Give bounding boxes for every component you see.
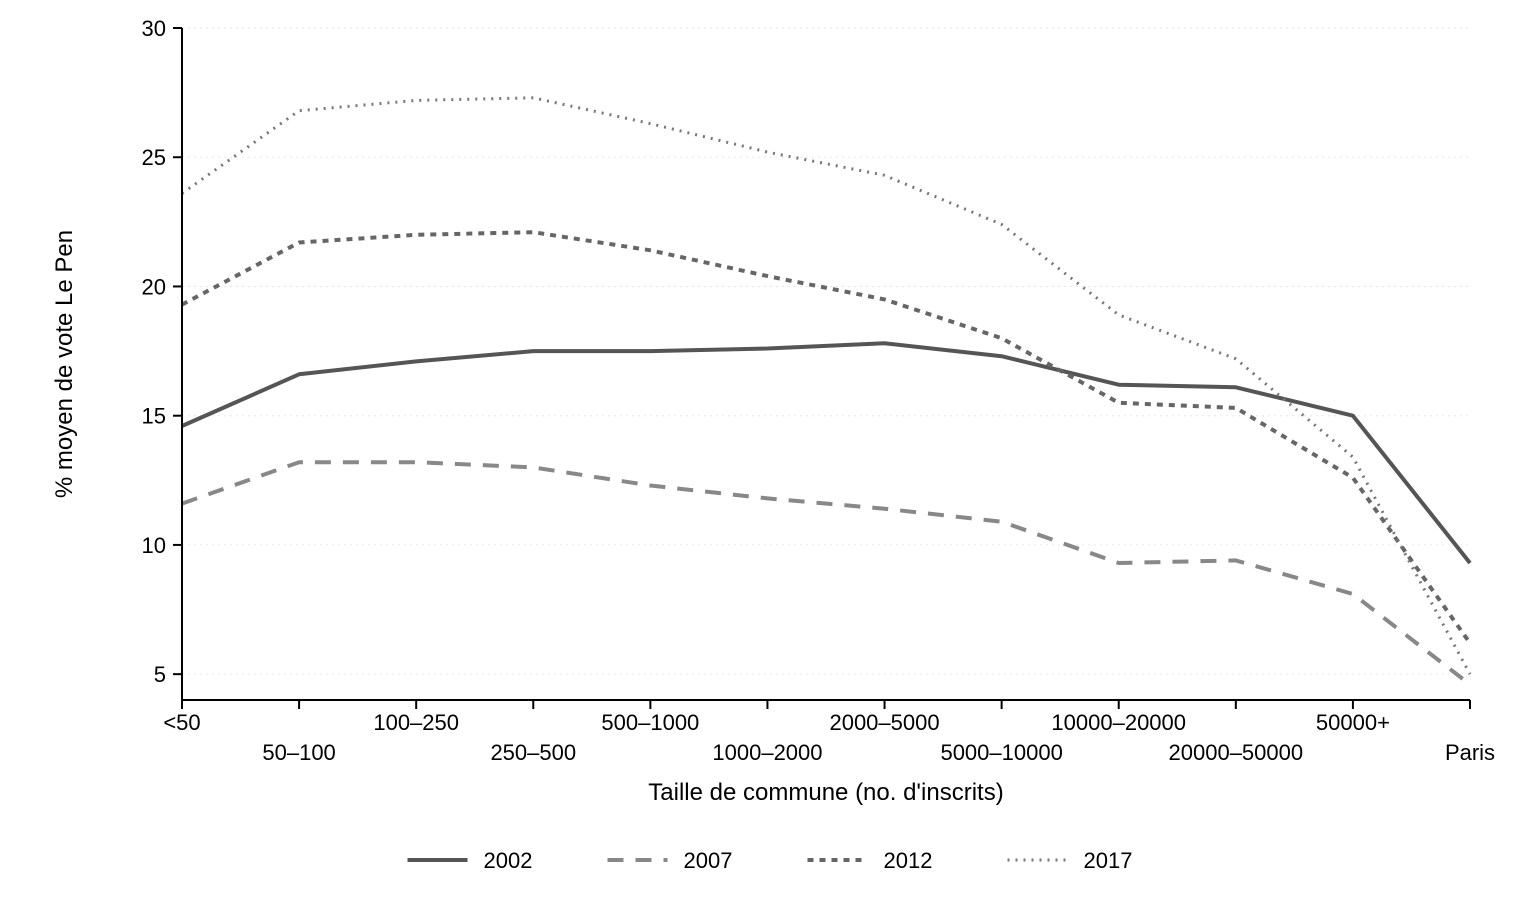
- legend-label-2017: 2017: [1084, 848, 1133, 873]
- y-axis-label: % moyen de vote Le Pen: [51, 230, 78, 498]
- y-tick-label: 25: [142, 145, 166, 170]
- legend-label-2012: 2012: [884, 848, 933, 873]
- x-axis-label: Taille de commune (no. d'inscrits): [648, 779, 1003, 806]
- x-tick-label: 250–500: [490, 740, 576, 765]
- x-tick-label: 5000–10000: [940, 740, 1062, 765]
- x-tick-label: 20000–50000: [1169, 740, 1304, 765]
- legend-label-2002: 2002: [484, 848, 533, 873]
- legend-label-2007: 2007: [684, 848, 733, 873]
- y-tick-label: 20: [142, 274, 166, 299]
- x-tick-label: Paris: [1445, 740, 1495, 765]
- line-chart: 5 10 15 20 25 30 <50 50–100 100–250 250–500 500–10…: [0, 0, 1535, 904]
- y-tick-label: 10: [142, 533, 166, 558]
- x-tick-label: 10000–20000: [1051, 710, 1186, 735]
- x-tick-label: <50: [163, 710, 200, 735]
- x-tick-label: 2000–5000: [829, 710, 939, 735]
- y-tick-label: 15: [142, 404, 166, 429]
- x-tick-label: 100–250: [373, 710, 459, 735]
- x-tick-label: 50000+: [1316, 710, 1390, 735]
- y-tick-label: 5: [154, 662, 166, 687]
- x-tick-label: 50–100: [262, 740, 335, 765]
- chart-svg: 5 10 15 20 25 30 <50 50–100 100–250 250–500 500–10…: [0, 0, 1535, 904]
- y-tick-label: 30: [142, 16, 166, 41]
- x-tick-label: 1000–2000: [712, 740, 822, 765]
- x-tick-label: 500–1000: [601, 710, 699, 735]
